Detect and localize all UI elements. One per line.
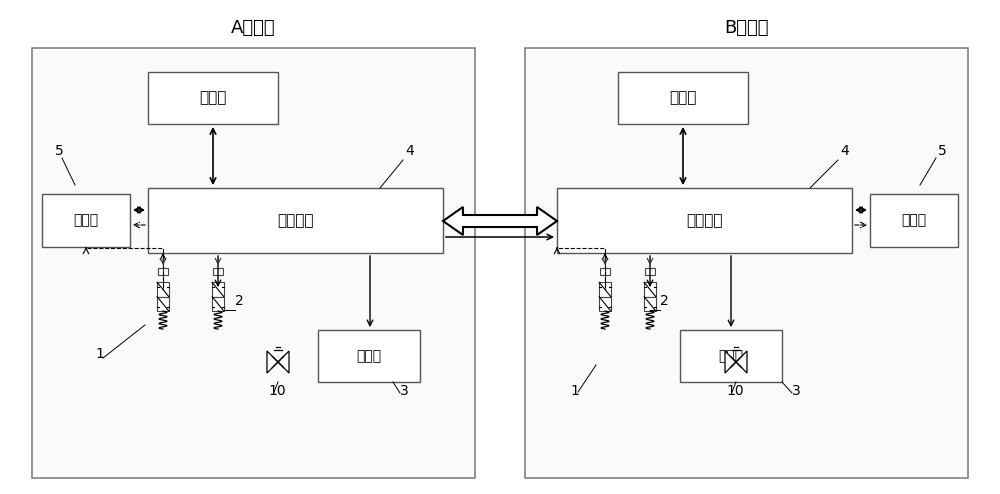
- Text: 压缩机: 压缩机: [199, 90, 227, 106]
- FancyBboxPatch shape: [680, 330, 782, 382]
- Polygon shape: [278, 351, 289, 373]
- Polygon shape: [736, 351, 747, 373]
- Polygon shape: [725, 351, 736, 373]
- Polygon shape: [267, 351, 278, 373]
- Text: 4: 4: [840, 144, 849, 158]
- Text: 1: 1: [95, 347, 104, 361]
- Text: 1: 1: [570, 384, 579, 398]
- Text: 10: 10: [268, 384, 286, 398]
- FancyBboxPatch shape: [213, 268, 223, 275]
- FancyBboxPatch shape: [645, 268, 655, 275]
- FancyBboxPatch shape: [525, 48, 968, 478]
- FancyBboxPatch shape: [42, 194, 130, 247]
- FancyBboxPatch shape: [157, 282, 169, 297]
- Text: 传感器: 传感器: [356, 349, 382, 363]
- Text: A节机车: A节机车: [231, 19, 275, 37]
- Text: B节机车: B节机车: [724, 19, 768, 37]
- FancyBboxPatch shape: [618, 72, 748, 124]
- Text: 显示器: 显示器: [73, 213, 99, 228]
- Text: 传感器: 传感器: [718, 349, 744, 363]
- Text: 10: 10: [726, 384, 744, 398]
- Text: 显示器: 显示器: [901, 213, 927, 228]
- FancyBboxPatch shape: [870, 194, 958, 247]
- Polygon shape: [443, 207, 557, 235]
- Text: 3: 3: [792, 384, 801, 398]
- FancyBboxPatch shape: [599, 297, 611, 311]
- Text: 3: 3: [400, 384, 409, 398]
- FancyBboxPatch shape: [212, 282, 224, 297]
- FancyBboxPatch shape: [158, 268, 168, 275]
- FancyBboxPatch shape: [600, 268, 610, 275]
- FancyBboxPatch shape: [644, 297, 656, 311]
- Text: 2: 2: [235, 294, 244, 308]
- Text: 控制单元: 控制单元: [686, 213, 723, 228]
- Text: 压缩机: 压缩机: [669, 90, 697, 106]
- FancyBboxPatch shape: [148, 188, 443, 253]
- FancyBboxPatch shape: [32, 48, 475, 478]
- FancyBboxPatch shape: [557, 188, 852, 253]
- Text: 5: 5: [938, 144, 947, 158]
- Text: 2: 2: [660, 294, 669, 308]
- FancyBboxPatch shape: [148, 72, 278, 124]
- FancyBboxPatch shape: [318, 330, 420, 382]
- FancyBboxPatch shape: [157, 297, 169, 311]
- FancyBboxPatch shape: [212, 297, 224, 311]
- FancyBboxPatch shape: [599, 282, 611, 297]
- Text: 4: 4: [405, 144, 414, 158]
- Text: 控制单元: 控制单元: [277, 213, 314, 228]
- FancyBboxPatch shape: [644, 282, 656, 297]
- Text: 5: 5: [55, 144, 64, 158]
